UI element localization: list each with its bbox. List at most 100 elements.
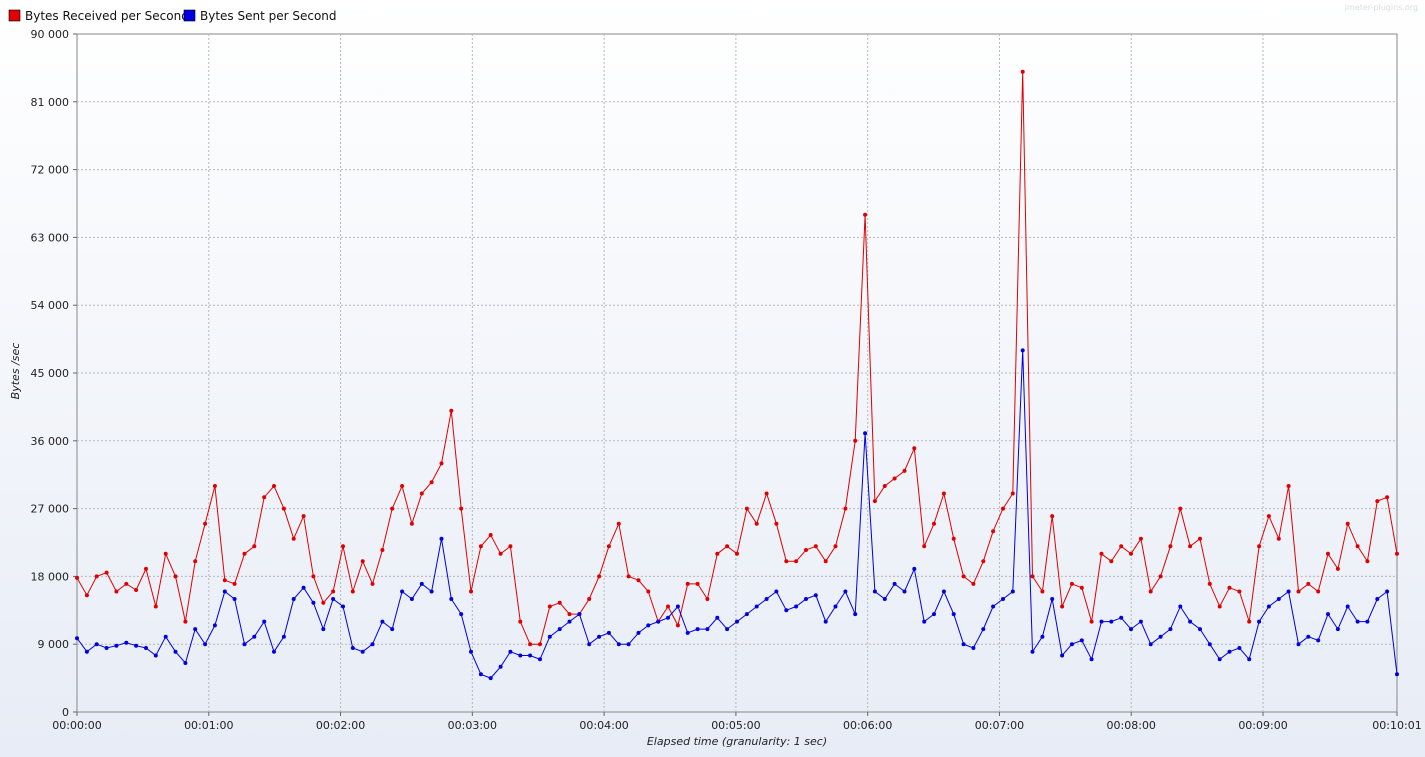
y-tick-label: 9 000 xyxy=(38,638,70,651)
data-point xyxy=(853,438,858,443)
data-point xyxy=(232,597,237,601)
data-point xyxy=(449,408,454,413)
data-point xyxy=(626,642,631,647)
data-point xyxy=(1276,597,1281,601)
data-point xyxy=(1069,642,1074,647)
data-point xyxy=(557,600,562,605)
y-axis-title: Bytes /sec xyxy=(9,343,22,400)
data-point xyxy=(311,574,316,579)
y-tick-label: 54 000 xyxy=(31,299,70,312)
data-point xyxy=(1395,672,1399,677)
data-point xyxy=(597,574,602,579)
data-point xyxy=(419,491,424,496)
data-point xyxy=(1109,619,1114,624)
data-point xyxy=(813,544,818,549)
data-point xyxy=(961,574,966,579)
x-tick-label: 00:04:00 xyxy=(579,719,628,732)
data-point xyxy=(1138,536,1143,541)
data-point xyxy=(626,574,631,579)
data-point xyxy=(1099,551,1104,556)
data-point xyxy=(1266,514,1271,519)
data-point xyxy=(153,653,158,658)
data-point xyxy=(1089,657,1094,662)
data-point xyxy=(932,612,936,617)
data-point xyxy=(892,581,897,586)
data-point xyxy=(262,495,267,500)
data-point xyxy=(1040,634,1045,639)
data-point xyxy=(1178,506,1183,511)
data-point xyxy=(616,642,621,647)
data-point xyxy=(222,578,227,583)
data-point xyxy=(853,612,858,617)
data-point xyxy=(636,578,641,583)
data-point xyxy=(754,604,759,609)
data-point xyxy=(449,597,454,601)
data-point xyxy=(75,575,79,580)
data-point xyxy=(1326,551,1330,556)
x-axis: 00:00:00 00:01:00 00:02:00 00:03:00 00:04:00… xyxy=(52,712,1422,732)
data-point xyxy=(469,589,473,594)
x-tick-label: 00:03:00 xyxy=(448,719,497,732)
data-point xyxy=(1227,585,1232,590)
data-point xyxy=(1345,604,1350,609)
data-point xyxy=(1207,581,1212,586)
data-point xyxy=(902,589,907,594)
data-point xyxy=(951,612,956,617)
data-point xyxy=(1335,566,1340,571)
y-tick-label: 45 000 xyxy=(31,367,70,380)
data-point xyxy=(301,514,306,519)
x-axis-title: Elapsed time (granularity: 1 sec) xyxy=(647,735,827,748)
data-point xyxy=(1365,619,1370,624)
data-point xyxy=(469,649,473,654)
data-point xyxy=(419,581,424,586)
data-point xyxy=(478,672,483,677)
legend: Bytes Received per Second Bytes Sent per… xyxy=(8,9,337,23)
x-tick-label: 00:05:00 xyxy=(711,719,760,732)
data-point xyxy=(222,589,227,594)
data-point xyxy=(1001,597,1005,601)
data-point xyxy=(794,604,799,609)
x-tick-label: 00:02:00 xyxy=(316,719,365,732)
data-point xyxy=(715,551,720,556)
data-point xyxy=(784,559,789,564)
data-point xyxy=(341,544,345,549)
data-point xyxy=(390,506,395,511)
data-point xyxy=(794,559,799,564)
data-point xyxy=(1109,559,1114,564)
data-point xyxy=(666,615,670,620)
y-axis: 0 9 000 18 000 27 000 36 000 45 000 54 000 63 0… xyxy=(31,28,77,719)
data-point xyxy=(1375,499,1380,504)
data-point xyxy=(567,619,572,624)
data-point xyxy=(321,600,326,605)
data-point xyxy=(281,506,286,511)
x-tick-label: 00:10:01 xyxy=(1372,719,1421,732)
data-point xyxy=(203,521,208,526)
data-point xyxy=(104,646,109,650)
data-point xyxy=(587,597,592,601)
data-point xyxy=(725,627,730,632)
data-point xyxy=(1316,638,1321,643)
data-point xyxy=(685,581,690,586)
data-point xyxy=(764,597,769,601)
data-point xyxy=(804,597,808,601)
data-point xyxy=(656,619,661,624)
data-point xyxy=(1247,657,1252,662)
data-point xyxy=(932,521,936,526)
y-tick-label: 63 000 xyxy=(31,231,70,244)
data-point xyxy=(1020,69,1025,74)
data-point xyxy=(1296,589,1301,594)
data-point xyxy=(1030,574,1035,579)
y-tick-label: 0 xyxy=(62,706,69,719)
data-point xyxy=(252,634,257,639)
data-point xyxy=(1138,619,1143,624)
data-point xyxy=(675,604,680,609)
data-point xyxy=(134,643,139,648)
data-point xyxy=(843,589,848,594)
data-point xyxy=(922,619,927,624)
data-point xyxy=(163,551,168,556)
data-point xyxy=(350,646,355,650)
data-point xyxy=(951,536,956,541)
data-point xyxy=(1069,581,1074,586)
data-point xyxy=(1316,589,1321,594)
data-point xyxy=(833,544,838,549)
